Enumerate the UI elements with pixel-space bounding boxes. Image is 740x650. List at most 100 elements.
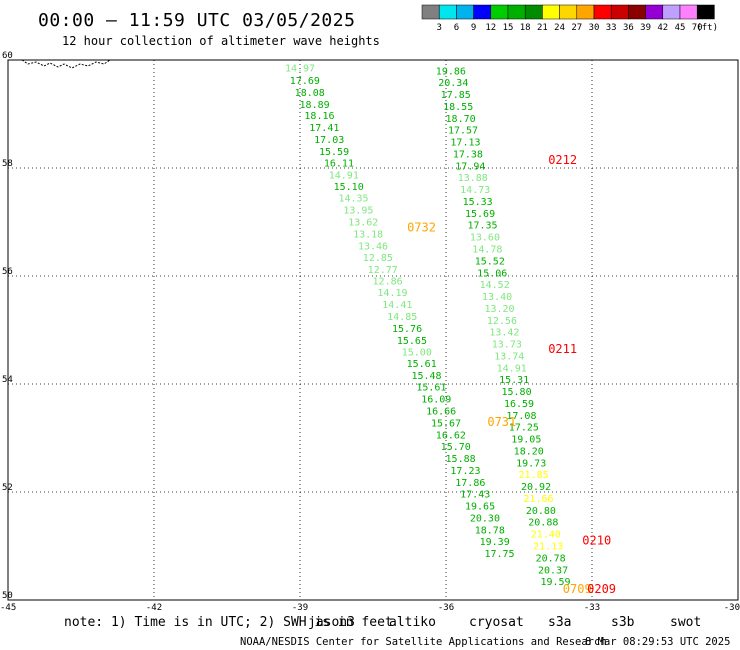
swh-label: 13.40 [482,292,512,303]
swh-label: 18.70 [446,114,476,125]
y-tick-label: 50 [2,591,13,601]
swh-tracks: 14.9717.6918.0818.8918.1617.4117.0315.59… [285,64,571,589]
swh-label: 15.10 [334,182,364,193]
swh-label: 15.61 [416,383,446,394]
swh-label: 13.18 [353,229,383,240]
colorbar-label: 18 [520,23,531,33]
x-tick-label: -39 [292,603,308,613]
swh-label: 17.35 [467,221,497,232]
pass-number-label: 0732 [407,220,436,234]
swh-label: 14.78 [472,245,502,256]
swh-label: 13.20 [484,304,514,315]
swh-label: 18.78 [475,525,505,536]
swh-label: 15.61 [407,359,437,370]
x-tick-label: -30 [724,603,740,613]
swh-label: 13.88 [458,173,488,184]
colorbar-swatch [524,4,543,20]
swh-label: 19.39 [480,537,510,548]
colorbar-swatch [576,4,595,20]
swh-label: 15.69 [465,209,495,220]
colorbar-swatch [628,4,646,20]
y-tick-label: 60 [2,51,13,61]
pass-number-label: 0209 [587,582,616,596]
swh-label: 12.86 [373,276,403,287]
swh-label: 15.67 [431,418,461,429]
swh-label: 21.66 [523,494,553,505]
mission-label: s3b [611,615,635,630]
colorbar-label: 45 [675,23,686,33]
swh-label: 12.77 [368,265,398,276]
colorbar-label: 24 [554,23,565,33]
swh-label: 15.33 [463,197,493,208]
swh-label: 17.41 [309,123,339,134]
swh-label: 15.59 [319,147,349,158]
colorbar-label: 21 [537,23,548,33]
swh-label: 16.11 [324,159,354,170]
colorbar-label: (ft) [696,23,718,33]
swh-label: 19.59 [540,577,570,588]
swh-label: 16.59 [504,399,534,410]
colorbar-swatch [559,4,578,20]
chart-title: 00:00 – 11:59 UTC 03/05/2025 [38,10,355,31]
swh-label: 18.08 [295,88,325,99]
timestamp-text: 8 Mar 08:29:53 UTC 2025 [585,636,730,648]
pass-number-label: 0212 [548,153,577,167]
swh-label: 20.80 [526,506,556,517]
swh-label: 17.86 [455,478,485,489]
swh-label: 16.09 [421,395,451,406]
plot-area: -45 -42 -39 -36 -33 -30 50 52 54 56 58 60 14.9717.6… [0,51,740,613]
colorbar-swatch [662,4,681,20]
swh-label: 20.30 [470,513,500,524]
swh-label: 15.00 [402,348,432,359]
colorbar-label: 15 [503,23,514,33]
swh-label: 16.66 [426,407,456,418]
gridlines [8,60,738,600]
mission-label: jason3 [308,615,355,630]
colorbar-label: 36 [623,23,634,33]
x-tick-label: -42 [146,603,162,613]
mission-label: s3a [548,615,571,630]
note-text: note: 1) Time is in UTC; 2) SWH is in fe… [64,615,393,630]
swh-label: 18.55 [443,102,473,113]
colorbar-label: 30 [589,23,600,33]
colorbar-label: 39 [640,23,651,33]
colorbar-label: 27 [571,23,582,33]
swh-label: 17.25 [509,423,539,434]
swh-label: 16.62 [436,430,466,441]
swh-label: 17.75 [484,549,514,560]
colorbar-swatch [507,4,526,20]
swh-label: 13.46 [358,241,388,252]
colorbar-swatch [438,4,457,20]
swh-label: 19.65 [465,502,495,513]
swh-label: 12.56 [487,316,517,327]
swh-label: 14.52 [480,280,510,291]
swh-label: 15.52 [475,256,505,267]
swh-label: 14.97 [285,64,315,75]
tick-labels: -45 -42 -39 -36 -33 -30 50 52 54 56 58 60 [0,51,740,613]
track-b: 19.8620.3417.8518.5518.7017.5717.1317.38… [436,66,571,588]
swh-label: 17.38 [453,149,483,160]
swh-label: 15.80 [502,387,532,398]
colorbar-swatch [645,4,664,20]
swh-label: 21.40 [531,530,561,541]
swh-label: 15.48 [411,371,441,382]
swh-label: 21.85 [519,470,549,481]
swh-label: 17.03 [314,135,344,146]
x-tick-label: -33 [584,603,600,613]
colorbar-legend: 3 6 9 12 15 18 21 24 27 30 33 36 39 42 45 70(ft) [421,4,718,33]
swh-label: 17.13 [450,138,480,149]
swh-label: 20.92 [521,482,551,493]
colorbar-swatch [542,4,560,20]
colorbar-swatch [696,4,715,20]
swh-label: 18.16 [304,111,334,122]
swh-label: 20.78 [536,553,566,564]
swh-label: 14.19 [377,288,407,299]
y-tick-label: 54 [2,375,13,385]
swh-label: 15.70 [441,442,471,453]
swh-label: 15.88 [446,454,476,465]
mission-legend: jason3 altiko cryosat s3a s3b swot [308,615,701,630]
plot-frame [7,59,739,601]
swh-label: 15.31 [499,375,529,386]
y-tick-label: 52 [2,483,13,493]
